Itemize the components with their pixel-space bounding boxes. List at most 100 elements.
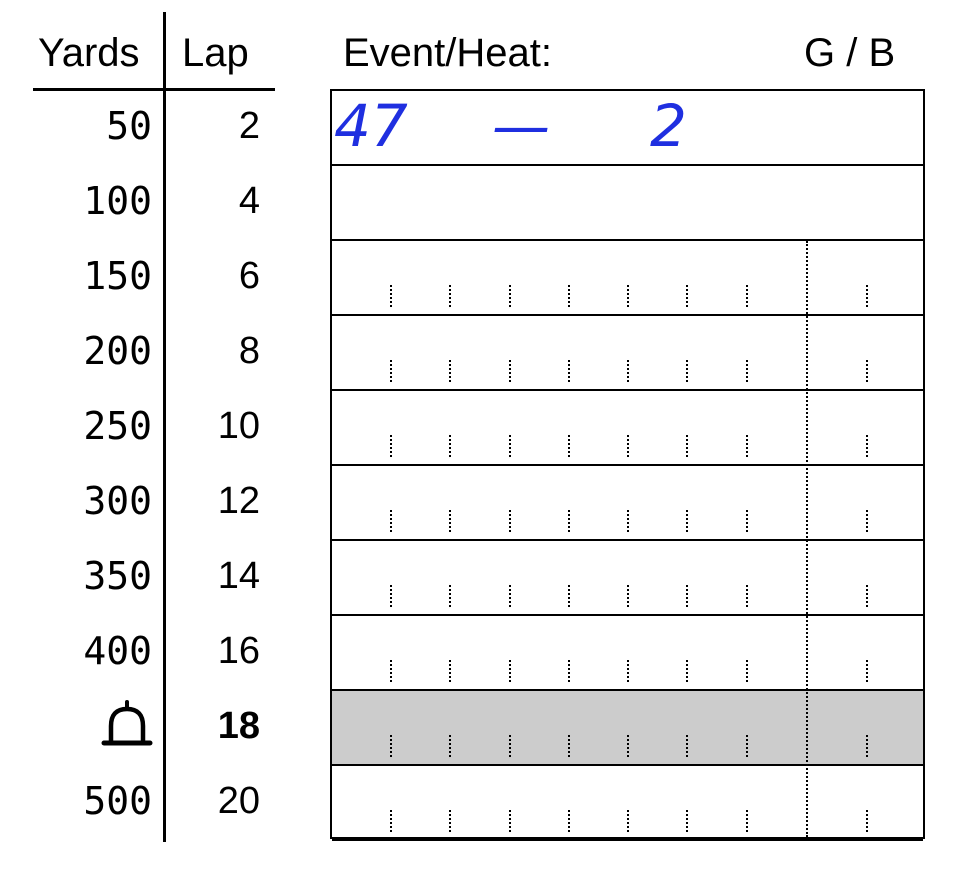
digit-tick	[627, 660, 629, 682]
digit-tick	[686, 360, 688, 382]
digit-tick	[568, 660, 570, 682]
digit-tick	[509, 810, 511, 832]
digit-tick	[449, 810, 451, 832]
digit-tick	[390, 735, 392, 757]
digit-tick	[746, 585, 748, 607]
handwritten-event: 47	[334, 92, 408, 160]
digit-tick	[866, 810, 868, 832]
gender-label: G / B	[804, 31, 896, 75]
digit-tick	[390, 435, 392, 457]
digit-tick	[627, 810, 629, 832]
digit-tick	[866, 435, 868, 457]
notes-row[interactable]	[332, 166, 923, 241]
handwritten-heat: 2	[650, 92, 687, 160]
digit-tick	[627, 735, 629, 757]
yards-400: 400	[83, 629, 152, 673]
split-row[interactable]	[332, 766, 923, 841]
digit-tick	[686, 510, 688, 532]
yards-50: 50	[106, 104, 152, 148]
digit-tick	[509, 285, 511, 307]
digit-tick	[866, 660, 868, 682]
digit-tick	[449, 360, 451, 382]
digit-tick	[449, 660, 451, 682]
yards-250: 250	[83, 404, 152, 448]
handwritten-dash: —	[492, 92, 550, 160]
lap-12: 12	[217, 480, 260, 522]
digit-tick	[746, 660, 748, 682]
split-row[interactable]	[332, 316, 923, 391]
column-divider	[163, 12, 166, 842]
digit-tick	[686, 585, 688, 607]
lap-4: 4	[238, 180, 260, 222]
lap-18-bell: 18	[217, 705, 260, 747]
yards-200: 200	[83, 329, 152, 373]
digit-tick	[390, 810, 392, 832]
digit-tick	[686, 435, 688, 457]
split-row[interactable]	[332, 616, 923, 691]
digit-tick	[746, 735, 748, 757]
split-row[interactable]	[332, 391, 923, 466]
split-row[interactable]	[332, 241, 923, 316]
yards-500: 500	[83, 779, 152, 823]
digit-tick	[509, 435, 511, 457]
lap-14: 14	[217, 555, 260, 597]
digit-tick	[568, 360, 570, 382]
time-separator-line	[806, 241, 808, 837]
digit-tick	[509, 360, 511, 382]
digit-tick	[627, 435, 629, 457]
lap-10: 10	[217, 405, 260, 447]
lap-20: 20	[217, 780, 260, 822]
digit-tick	[390, 660, 392, 682]
yards-150: 150	[83, 254, 152, 298]
split-table: 47 — 2	[330, 89, 925, 841]
digit-tick	[568, 435, 570, 457]
digit-tick	[390, 585, 392, 607]
bell-lap-split-row[interactable]	[332, 691, 923, 766]
digit-tick	[568, 285, 570, 307]
digit-tick	[390, 285, 392, 307]
yards-100: 100	[83, 179, 152, 223]
lap-16: 16	[217, 630, 260, 672]
digit-tick	[509, 735, 511, 757]
lap-2: 2	[238, 105, 260, 147]
digit-tick	[746, 510, 748, 532]
digit-tick	[686, 660, 688, 682]
digit-tick	[627, 510, 629, 532]
digit-tick	[627, 585, 629, 607]
yards-350: 350	[83, 554, 152, 598]
yards-300: 300	[83, 479, 152, 523]
split-row[interactable]	[332, 541, 923, 616]
yards-header: Yards	[38, 31, 140, 75]
digit-tick	[866, 285, 868, 307]
digit-tick	[746, 285, 748, 307]
digit-tick	[449, 585, 451, 607]
digit-tick	[509, 660, 511, 682]
digit-tick	[686, 735, 688, 757]
event-heat-label: Event/Heat:	[343, 31, 553, 75]
digit-tick	[866, 585, 868, 607]
digit-tick	[568, 585, 570, 607]
digit-tick	[509, 585, 511, 607]
digit-tick	[449, 735, 451, 757]
digit-tick	[390, 360, 392, 382]
digit-tick	[390, 510, 392, 532]
digit-tick	[568, 510, 570, 532]
header-divider	[33, 88, 275, 91]
lap-header: Lap	[182, 31, 249, 75]
digit-tick	[568, 810, 570, 832]
split-row[interactable]	[332, 466, 923, 541]
digit-tick	[866, 735, 868, 757]
digit-tick	[866, 360, 868, 382]
event-heat-row[interactable]: 47 — 2	[332, 91, 923, 166]
digit-tick	[746, 435, 748, 457]
digit-tick	[449, 510, 451, 532]
digit-tick	[686, 285, 688, 307]
digit-tick	[866, 510, 868, 532]
digit-tick	[686, 810, 688, 832]
digit-tick	[449, 285, 451, 307]
digit-tick	[509, 510, 511, 532]
digit-tick	[627, 285, 629, 307]
digit-tick	[746, 810, 748, 832]
digit-tick	[627, 360, 629, 382]
bell-icon	[101, 700, 153, 757]
